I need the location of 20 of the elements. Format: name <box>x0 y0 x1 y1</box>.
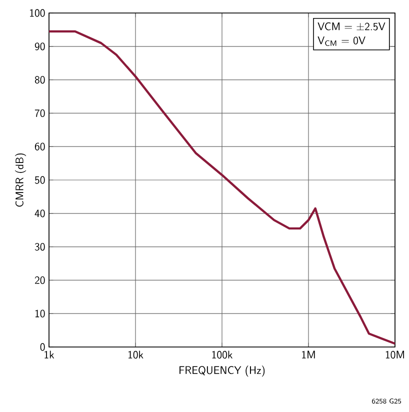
y-tick-label: 0 <box>40 343 45 351</box>
y-tick-label: 10 <box>35 310 45 318</box>
x-tick-label: 100k <box>212 350 232 359</box>
y-tick-label: 30 <box>34 242 45 251</box>
x-tick-label: 10k <box>128 350 144 359</box>
y-axis-title: CMRR (dB) <box>15 154 26 207</box>
x-tick-label: 1k <box>44 350 54 358</box>
x-axis-title: FREQUENCY (Hz) <box>180 366 265 377</box>
y-tick-label: 60 <box>34 142 45 150</box>
y-tick-label: 80 <box>34 76 45 84</box>
y-tick-label: 40 <box>34 210 45 218</box>
x-tick-label: 1M <box>302 350 315 358</box>
y-tick-label: 70 <box>34 109 45 118</box>
y-tick-label: 50 <box>34 176 45 184</box>
y-tick-label: 20 <box>34 276 45 284</box>
annotation: V$_{CM}$ = 0V <box>318 36 366 46</box>
y-tick-label: 100 <box>30 9 45 17</box>
x-tick-label: 10M <box>386 350 404 359</box>
y-tick-label: 90 <box>34 42 45 50</box>
annotation: VCM = ±2.5V <box>318 22 386 30</box>
